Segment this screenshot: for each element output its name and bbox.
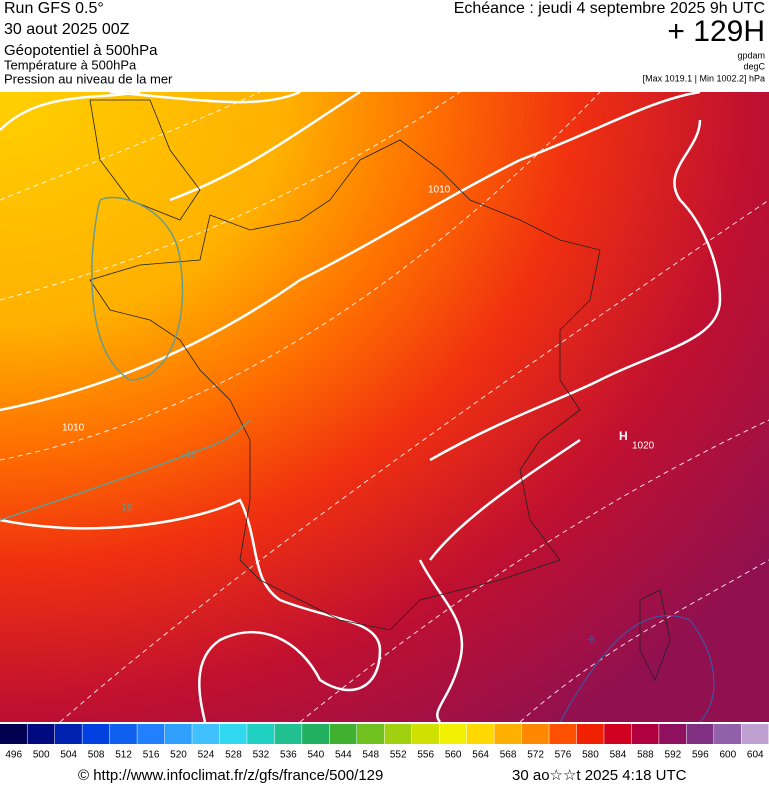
run-date: 30 aout 2025 00Z [4,21,130,38]
scale-label: 600 [719,750,736,761]
color-swatch [604,724,632,744]
scale-label: 552 [390,750,407,761]
scale-label: 556 [417,750,434,761]
scale-label: 512 [115,750,132,761]
scale-label: 568 [500,750,517,761]
scale-label: 520 [170,750,187,761]
isotherm-16 [0,196,251,521]
footer-stamp: 30 ao☆☆t 2025 4:18 UTC [512,767,687,784]
color-swatch [329,724,357,744]
color-swatch [137,724,165,744]
unit: degC [743,61,765,71]
scale-label: 516 [143,750,160,761]
color-swatch [521,724,549,744]
color-swatch [576,724,604,744]
scale-label: 596 [692,750,709,761]
scale-label: 584 [610,750,627,761]
scale-label: 588 [637,750,654,761]
isotherm-label: -16 [118,503,133,514]
color-swatch [274,724,302,744]
scale-label: 508 [88,750,105,761]
pressure-range: [Max 1019.1 | Min 1002.2] hPa [643,73,765,83]
map: 1010 1010 1020 -16 -16 -8 H [0,90,769,723]
color-swatch [82,724,110,744]
scale-label: 544 [335,750,352,761]
color-swatch [0,724,27,744]
scale-label: 592 [665,750,682,761]
color-swatch [659,724,687,744]
isobar-label: 1010 [62,423,85,434]
color-swatch [54,724,82,744]
color-swatch [192,724,220,744]
scale-label: 548 [362,750,379,761]
scale-label: 504 [60,750,77,761]
color-swatch [741,724,769,744]
color-swatch [714,724,742,744]
scale-label: 564 [472,750,489,761]
color-swatch [219,724,247,744]
unit: gpdam [737,50,765,60]
color-swatch [686,724,714,744]
isotherms [0,91,769,723]
color-swatch [384,724,412,744]
color-swatch [494,724,522,744]
field: Géopotentiel à 500hPa [4,42,158,59]
scale-label: 576 [555,750,572,761]
run: Run GFS 0.5° [4,0,104,17]
field: Pression au niveau de la mer [4,71,173,86]
color-swatch [549,724,577,744]
scale-label: 500 [33,750,50,761]
valid-time: Echéance : jeudi 4 septembre 2025 9h UTC [454,0,765,17]
scale-label: 604 [747,750,764,761]
footer-url: © http://www.infoclimat.fr/z/gfs/france/… [78,767,383,784]
lead-time: + 129H [667,15,765,48]
isobar-label: 1010 [428,185,451,196]
scale-label: 572 [527,750,544,761]
color-swatch [439,724,467,744]
color-swatch [466,724,494,744]
colorbar: 496 500 504 508 512 516 520 524 528 532 536 540 544 5… [0,724,769,761]
scale-label: 524 [198,750,215,761]
color-swatch [302,724,330,744]
isobars [0,90,722,723]
color-swatch [411,724,439,744]
scale-label: 580 [582,750,599,761]
scale-label: 528 [225,750,242,761]
scale-label: 536 [280,750,297,761]
scale-label: 560 [445,750,462,761]
field: Température à 500hPa [4,57,137,72]
color-swatch [27,724,55,744]
isotherm-8 [559,615,715,723]
color-swatch [247,724,275,744]
color-swatch [164,724,192,744]
high-marker: H [619,429,628,443]
color-swatch [631,724,659,744]
map-field [0,92,769,722]
isotherm-label: -8 [586,635,595,646]
isobar-label: 1020 [632,441,655,452]
isotherm-label: -16 [182,450,197,461]
borders [89,99,671,681]
scale-label: 532 [253,750,270,761]
color-swatch [109,724,137,744]
scale-label: 540 [307,750,324,761]
color-swatch [357,724,384,744]
scale-label: 496 [5,750,22,761]
